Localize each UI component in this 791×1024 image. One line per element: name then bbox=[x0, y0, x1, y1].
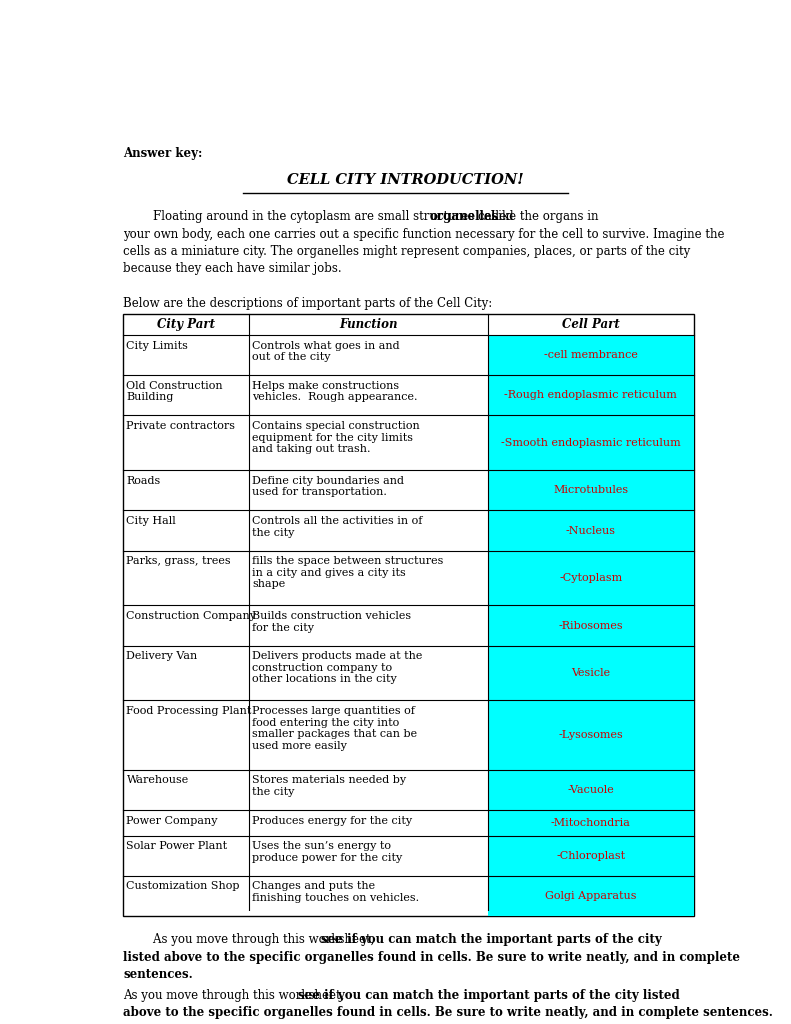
Text: your own body, each one carries out a specific function necessary for the cell t: your own body, each one carries out a sp… bbox=[123, 227, 725, 241]
Text: As you move through this worksheet,: As you move through this worksheet, bbox=[123, 934, 379, 946]
Text: above to the specific organelles found in cells. Be sure to write neatly, and in: above to the specific organelles found i… bbox=[123, 1006, 774, 1019]
Text: Controls what goes in and
out of the city: Controls what goes in and out of the cit… bbox=[252, 341, 399, 362]
Text: because they each have similar jobs.: because they each have similar jobs. bbox=[123, 262, 342, 275]
Text: Produces energy for the city: Produces energy for the city bbox=[252, 815, 412, 825]
Bar bbox=[488, 470, 694, 510]
Text: Power Company: Power Company bbox=[127, 815, 218, 825]
Text: cells as a miniature city. The organelles might represent companies, places, or : cells as a miniature city. The organelle… bbox=[123, 245, 691, 258]
Text: Delivers products made at the
construction company to
other locations in the cit: Delivers products made at the constructi… bbox=[252, 651, 422, 684]
Text: CELL CITY INTRODUCTION!: CELL CITY INTRODUCTION! bbox=[287, 173, 524, 186]
Text: . Like the organs in: . Like the organs in bbox=[483, 210, 598, 223]
Text: Delivery Van: Delivery Van bbox=[127, 651, 198, 662]
Text: see if you can match the important parts of the city listed: see if you can match the important parts… bbox=[298, 988, 679, 1001]
Bar bbox=[123, 314, 694, 916]
Text: Construction Company: Construction Company bbox=[127, 611, 256, 621]
Text: City Hall: City Hall bbox=[127, 516, 176, 526]
Text: Answer key:: Answer key: bbox=[123, 146, 202, 160]
Bar bbox=[488, 551, 694, 605]
Text: Below are the descriptions of important parts of the Cell City:: Below are the descriptions of important … bbox=[123, 297, 493, 310]
Text: Uses the sun’s energy to
produce power for the city: Uses the sun’s energy to produce power f… bbox=[252, 841, 402, 863]
Text: fills the space between structures
in a city and gives a city its
shape: fills the space between structures in a … bbox=[252, 556, 443, 590]
Text: -Vacuole: -Vacuole bbox=[567, 785, 615, 795]
Text: -Nucleus: -Nucleus bbox=[566, 525, 616, 536]
Text: -Mitochondria: -Mitochondria bbox=[551, 818, 631, 827]
Text: Function: Function bbox=[339, 318, 398, 331]
Bar bbox=[488, 375, 694, 416]
Text: Old Construction
Building: Old Construction Building bbox=[127, 381, 223, 402]
Text: Define city boundaries and
used for transportation.: Define city boundaries and used for tran… bbox=[252, 476, 404, 498]
Text: -Cytoplasm: -Cytoplasm bbox=[559, 573, 623, 583]
Text: -Lysosomes: -Lysosomes bbox=[558, 730, 623, 740]
Text: Warehouse: Warehouse bbox=[127, 775, 189, 785]
Text: sentences.: sentences. bbox=[123, 968, 193, 981]
Text: -Rough endoplasmic reticulum: -Rough endoplasmic reticulum bbox=[505, 390, 677, 400]
Text: listed above to the specific organelles found in cells. Be sure to write neatly,: listed above to the specific organelles … bbox=[123, 951, 740, 964]
Text: Controls all the activities in of
the city: Controls all the activities in of the ci… bbox=[252, 516, 422, 538]
Bar bbox=[488, 700, 694, 770]
Text: City Limits: City Limits bbox=[127, 341, 188, 350]
Text: Roads: Roads bbox=[127, 476, 161, 485]
Bar bbox=[488, 836, 694, 876]
Text: Builds construction vehicles
for the city: Builds construction vehicles for the cit… bbox=[252, 611, 411, 633]
Bar bbox=[488, 810, 694, 836]
Text: Golgi Apparatus: Golgi Apparatus bbox=[545, 891, 637, 901]
Text: Stores materials needed by
the city: Stores materials needed by the city bbox=[252, 775, 406, 797]
Text: Cell Part: Cell Part bbox=[562, 318, 620, 331]
Text: Helps make constructions
vehicles.  Rough appearance.: Helps make constructions vehicles. Rough… bbox=[252, 381, 418, 402]
Text: Parks, grass, trees: Parks, grass, trees bbox=[127, 556, 231, 566]
Text: organelles: organelles bbox=[429, 210, 498, 223]
Text: Contains special construction
equipment for the city limits
and taking out trash: Contains special construction equipment … bbox=[252, 421, 420, 454]
Bar bbox=[488, 605, 694, 646]
Text: Solar Power Plant: Solar Power Plant bbox=[127, 841, 228, 851]
Bar bbox=[488, 646, 694, 700]
Bar bbox=[488, 770, 694, 810]
Text: Microtubules: Microtubules bbox=[554, 485, 629, 496]
Bar bbox=[488, 510, 694, 551]
Text: Floating around in the cytoplasm are small structures called: Floating around in the cytoplasm are sma… bbox=[123, 210, 518, 223]
Text: -Chloroplast: -Chloroplast bbox=[556, 851, 626, 861]
Text: Vesicle: Vesicle bbox=[571, 668, 611, 678]
Text: -Ribosomes: -Ribosomes bbox=[558, 621, 623, 631]
Text: City Part: City Part bbox=[157, 318, 215, 331]
Bar bbox=[488, 876, 694, 916]
Text: As you move through this worksheet,: As you move through this worksheet, bbox=[123, 988, 349, 1001]
Bar bbox=[488, 416, 694, 470]
Text: -cell membrance: -cell membrance bbox=[544, 350, 638, 360]
Bar bbox=[488, 335, 694, 375]
Text: Customization Shop: Customization Shop bbox=[127, 882, 240, 892]
Text: -Smooth endoplasmic reticulum: -Smooth endoplasmic reticulum bbox=[501, 438, 681, 447]
Text: Private contractors: Private contractors bbox=[127, 421, 236, 431]
Text: Changes and puts the
finishing touches on vehicles.: Changes and puts the finishing touches o… bbox=[252, 882, 419, 903]
Text: Food Processing Plant: Food Processing Plant bbox=[127, 706, 252, 716]
Text: see if you can match the important parts of the city: see if you can match the important parts… bbox=[321, 934, 662, 946]
Text: Processes large quantities of
food entering the city into
smaller packages that : Processes large quantities of food enter… bbox=[252, 706, 417, 751]
